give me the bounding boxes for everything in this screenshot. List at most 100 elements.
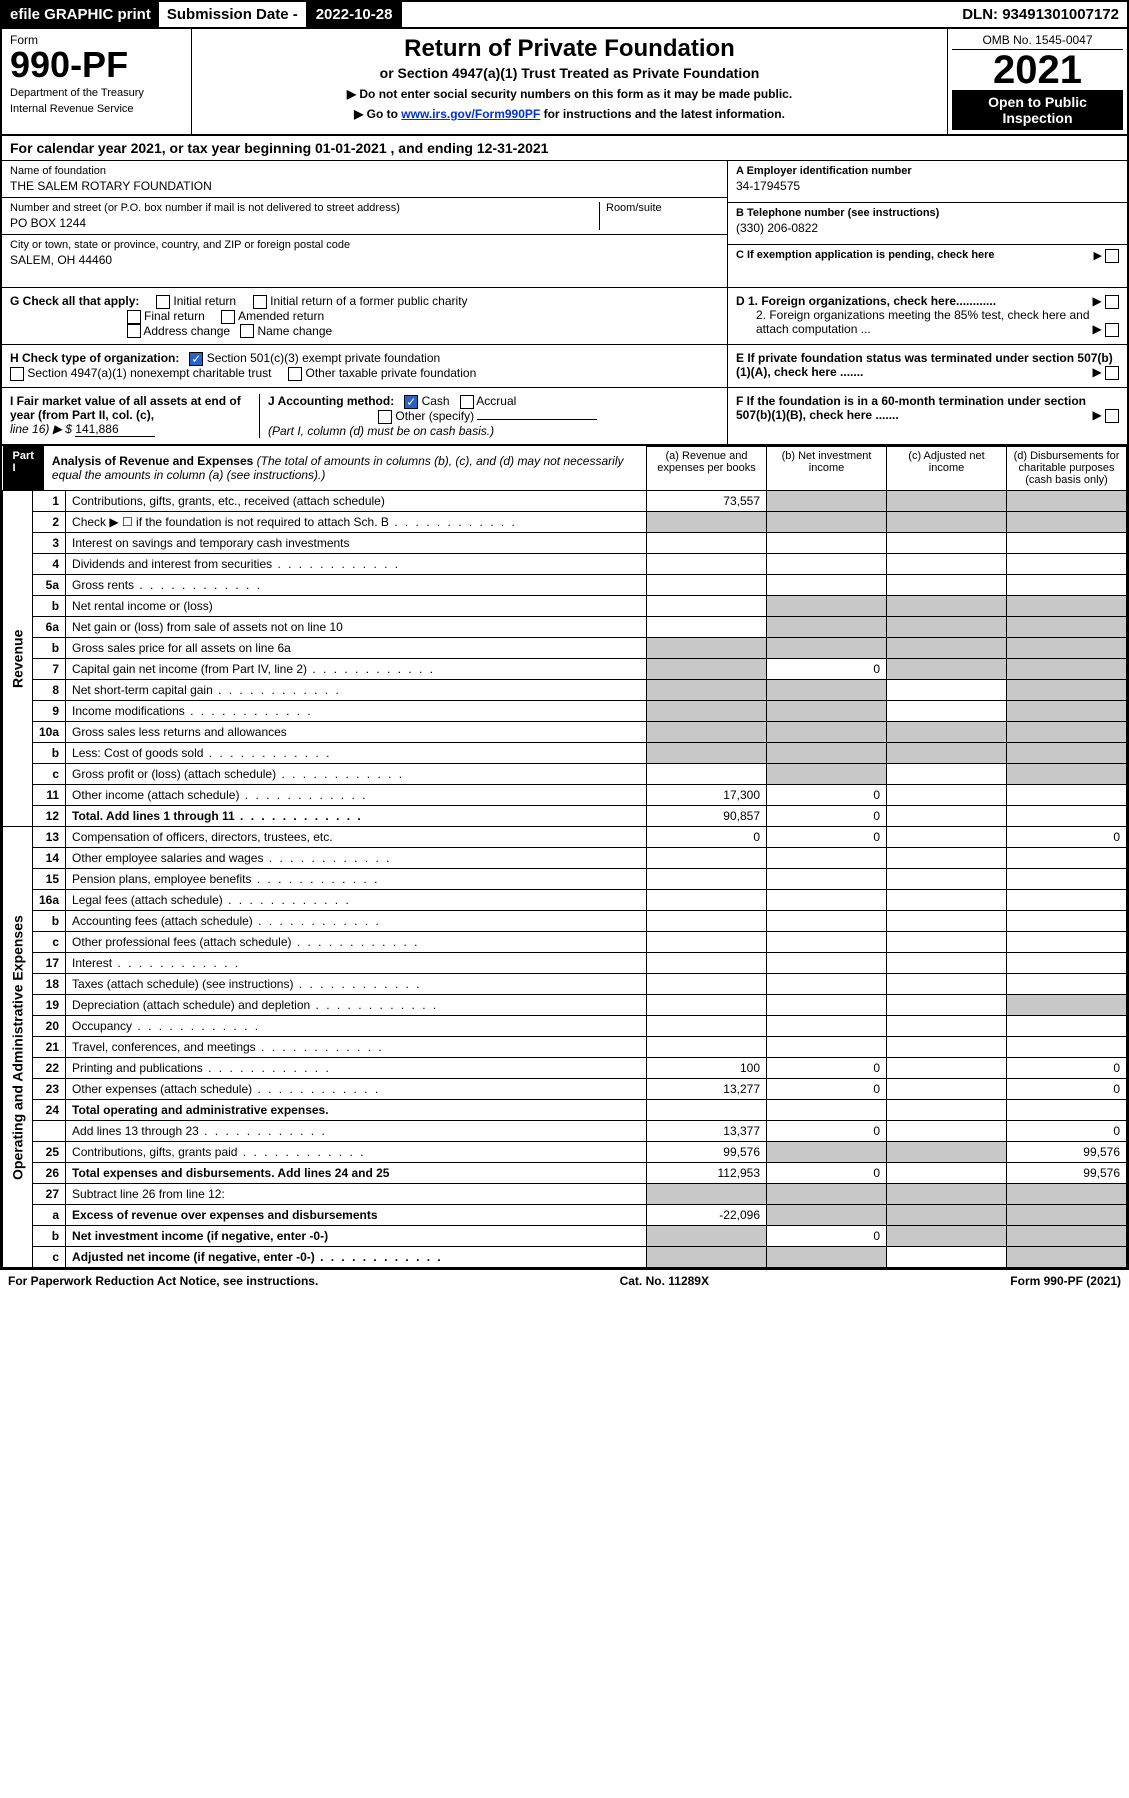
amount-cell	[647, 638, 767, 659]
g-initial-former-checkbox[interactable]	[253, 295, 267, 309]
amount-cell	[1007, 974, 1127, 995]
table-row: 19Depreciation (attach schedule) and dep…	[3, 995, 1127, 1016]
j-other-checkbox[interactable]	[378, 410, 392, 424]
amount-cell	[647, 512, 767, 533]
line-desc: Gross sales price for all assets on line…	[66, 638, 647, 659]
e-label: E If private foundation status was termi…	[736, 351, 1113, 379]
f-label: F If the foundation is in a 60-month ter…	[736, 394, 1086, 422]
table-row: 8Net short-term capital gain	[3, 680, 1127, 701]
amount-cell	[887, 1142, 1007, 1163]
amount-cell	[887, 890, 1007, 911]
amount-cell	[647, 869, 767, 890]
line-desc: Taxes (attach schedule) (see instruction…	[66, 974, 647, 995]
g-amended-checkbox[interactable]	[221, 310, 235, 324]
g-initial-checkbox[interactable]	[156, 295, 170, 309]
h-other-checkbox[interactable]	[288, 367, 302, 381]
city-label: City or town, state or province, country…	[10, 239, 719, 251]
g-address-checkbox[interactable]	[127, 324, 141, 338]
line-number: 24	[33, 1100, 66, 1121]
h-4947-checkbox[interactable]	[10, 367, 24, 381]
amount-cell	[647, 764, 767, 785]
j-opt-0: Cash	[422, 394, 450, 408]
e-checkbox[interactable]	[1105, 366, 1119, 380]
amount-cell: 0	[1007, 827, 1127, 848]
ein: 34-1794575	[736, 179, 1119, 193]
amount-cell: 13,377	[647, 1121, 767, 1142]
form-title-box: Return of Private Foundation or Section …	[192, 29, 947, 134]
c-checkbox[interactable]	[1105, 249, 1119, 263]
line-desc: Gross rents	[66, 575, 647, 596]
line-desc: Compensation of officers, directors, tru…	[66, 827, 647, 848]
amount-cell	[647, 722, 767, 743]
line-desc: Excess of revenue over expenses and disb…	[66, 1205, 647, 1226]
d2-checkbox[interactable]	[1105, 323, 1119, 337]
amount-cell: 0	[767, 827, 887, 848]
amount-cell	[1007, 764, 1127, 785]
amount-cell	[887, 806, 1007, 827]
amount-cell	[1007, 848, 1127, 869]
tax-year: 2021	[952, 50, 1123, 90]
amount-cell	[1007, 638, 1127, 659]
amount-cell: 0	[767, 1163, 887, 1184]
d2-label: 2. Foreign organizations meeting the 85%…	[756, 308, 1090, 336]
d1-checkbox[interactable]	[1105, 295, 1119, 309]
line-number: 19	[33, 995, 66, 1016]
footer-mid: Cat. No. 11289X	[620, 1274, 709, 1288]
amount-cell	[767, 890, 887, 911]
amount-cell	[887, 617, 1007, 638]
line-number: 17	[33, 953, 66, 974]
line-number: c	[33, 1247, 66, 1268]
year-box: OMB No. 1545-0047 2021 Open to Public In…	[947, 29, 1127, 134]
page-footer: For Paperwork Reduction Act Notice, see …	[0, 1270, 1129, 1292]
amount-cell	[887, 1226, 1007, 1247]
amount-cell	[647, 617, 767, 638]
j-accrual-checkbox[interactable]	[460, 395, 474, 409]
line-number: 13	[33, 827, 66, 848]
amount-cell	[887, 575, 1007, 596]
amount-cell	[1007, 806, 1127, 827]
amount-cell	[767, 533, 887, 554]
j-cash-checkbox[interactable]	[404, 395, 418, 409]
form-id-box: Form 990-PF Department of the Treasury I…	[2, 29, 192, 134]
line-number: 7	[33, 659, 66, 680]
amount-cell	[647, 890, 767, 911]
amount-cell	[1007, 659, 1127, 680]
line-number: 2	[33, 512, 66, 533]
amount-cell	[1007, 1205, 1127, 1226]
table-row: 23Other expenses (attach schedule)13,277…	[3, 1079, 1127, 1100]
amount-cell	[647, 533, 767, 554]
amount-cell	[767, 869, 887, 890]
line-number: 20	[33, 1016, 66, 1037]
line-desc: Other income (attach schedule)	[66, 785, 647, 806]
city-cell: City or town, state or province, country…	[2, 235, 727, 271]
line-desc: Adjusted net income (if negative, enter …	[66, 1247, 647, 1268]
part1-title: Analysis of Revenue and Expenses	[52, 454, 253, 468]
line-number: b	[33, 743, 66, 764]
amount-cell	[767, 1142, 887, 1163]
line-desc: Other expenses (attach schedule)	[66, 1079, 647, 1100]
line-desc: Depreciation (attach schedule) and deple…	[66, 995, 647, 1016]
amount-cell	[1007, 701, 1127, 722]
g-name-checkbox[interactable]	[240, 324, 254, 338]
amount-cell: 0	[767, 1058, 887, 1079]
form990pf-link[interactable]: www.irs.gov/Form990PF	[401, 107, 540, 121]
g-final-checkbox[interactable]	[127, 310, 141, 324]
h-501c3-checkbox[interactable]	[189, 352, 203, 366]
amount-cell	[1007, 491, 1127, 512]
amount-cell	[1007, 995, 1127, 1016]
submission-date: 2022-10-28	[306, 2, 403, 27]
room-label: Room/suite	[606, 202, 719, 214]
amount-cell	[647, 953, 767, 974]
line-number: c	[33, 764, 66, 785]
instr-pre: ▶ Go to	[354, 107, 401, 121]
line-number: 1	[33, 491, 66, 512]
part1-table: Part I Analysis of Revenue and Expenses …	[0, 446, 1129, 1271]
amount-cell	[1007, 1184, 1127, 1205]
amount-cell	[647, 743, 767, 764]
amount-cell	[767, 617, 887, 638]
part1-label: Part I	[3, 446, 44, 490]
efile-label[interactable]: efile GRAPHIC print	[2, 2, 159, 27]
amount-cell	[887, 995, 1007, 1016]
amount-cell	[647, 932, 767, 953]
f-checkbox[interactable]	[1105, 409, 1119, 423]
